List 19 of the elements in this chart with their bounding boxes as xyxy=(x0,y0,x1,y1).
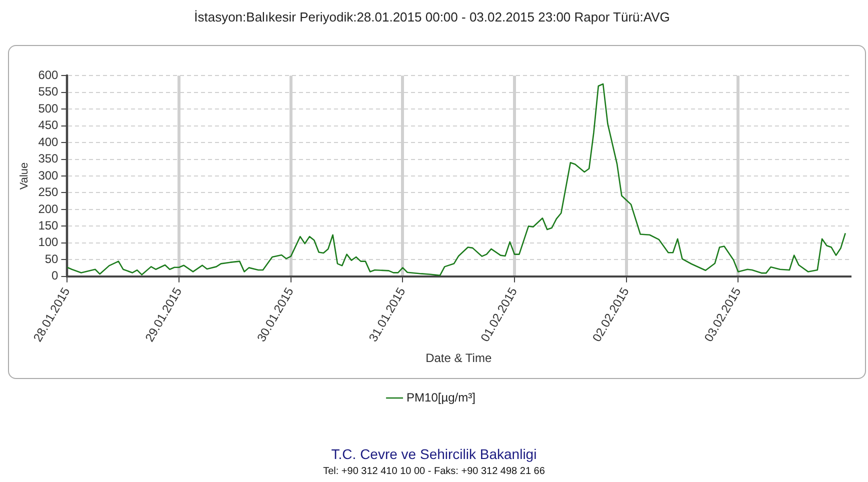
y-tick-label: 0 xyxy=(52,268,59,283)
y-tick-label: 550 xyxy=(38,84,59,99)
y-tick-label: 100 xyxy=(38,235,59,250)
y-tick-label: 300 xyxy=(38,168,59,182)
x-axis-title: Date & Time xyxy=(426,351,492,366)
chart-title: İstasyon:Balıkesir Periyodik:28.01.2015 00:00 - 03.02.2015 23:00 Rapor Türü:AVG xyxy=(194,9,670,24)
text: Tel: +90 312 410 10 00 - Faks: +90 312 498 21 66 xyxy=(322,466,546,477)
y-tick-label: 150 xyxy=(38,218,59,233)
y-tick-label: 350 xyxy=(38,152,59,166)
y-tick-label: 250 xyxy=(38,185,59,200)
y-tick-label: 50 xyxy=(44,252,59,266)
text: T.C. Cevre ve Sehircilik Bakanligi xyxy=(330,446,538,462)
y-tick-label: 450 xyxy=(38,118,59,132)
y-axis-title: Value xyxy=(18,162,31,190)
y-tick-label: 500 xyxy=(38,101,59,116)
y-tick-label: 400 xyxy=(38,134,59,149)
legend-label: PM10[µg/m³] xyxy=(406,390,476,404)
y-tick-label: 600 xyxy=(38,68,59,82)
y-tick-label: 200 xyxy=(38,202,59,216)
